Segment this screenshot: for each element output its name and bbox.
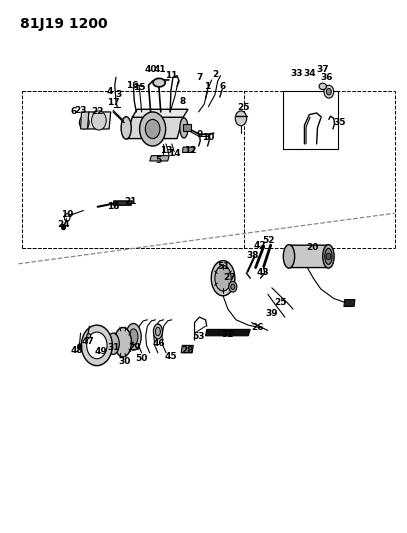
Ellipse shape	[129, 329, 138, 345]
Text: 52: 52	[263, 237, 275, 245]
Circle shape	[92, 111, 106, 130]
Ellipse shape	[153, 324, 162, 339]
Ellipse shape	[215, 265, 231, 291]
Polygon shape	[88, 112, 111, 129]
Text: 20: 20	[306, 244, 319, 252]
Circle shape	[78, 344, 82, 349]
Polygon shape	[150, 156, 169, 161]
Text: 25: 25	[274, 298, 286, 307]
Polygon shape	[289, 245, 329, 268]
Text: 43: 43	[256, 269, 269, 277]
Bar	[283, 91, 338, 149]
Text: 36: 36	[321, 73, 333, 82]
Ellipse shape	[107, 333, 119, 354]
Text: 48: 48	[71, 346, 84, 355]
Text: 32: 32	[222, 330, 234, 339]
Text: 12: 12	[184, 146, 197, 155]
Text: 41: 41	[153, 65, 166, 74]
Text: 1: 1	[204, 82, 210, 91]
Text: 30: 30	[118, 357, 130, 366]
Ellipse shape	[126, 324, 141, 350]
Text: 49: 49	[94, 348, 107, 356]
Text: 26: 26	[251, 324, 263, 332]
Ellipse shape	[87, 334, 91, 338]
Text: 13: 13	[160, 146, 172, 155]
Text: 11: 11	[165, 71, 177, 80]
Ellipse shape	[325, 248, 332, 264]
Text: 2: 2	[212, 70, 219, 79]
Ellipse shape	[155, 327, 160, 336]
Circle shape	[61, 224, 66, 230]
Polygon shape	[126, 117, 183, 139]
Bar	[183, 124, 191, 131]
Text: 7: 7	[196, 73, 203, 82]
Text: 53: 53	[193, 333, 205, 341]
Polygon shape	[181, 345, 193, 353]
Polygon shape	[344, 300, 355, 306]
Text: 47: 47	[81, 337, 94, 345]
Polygon shape	[206, 329, 250, 336]
Text: 42: 42	[253, 241, 266, 249]
Ellipse shape	[323, 245, 334, 268]
Text: 18: 18	[107, 203, 119, 211]
Text: 5: 5	[155, 157, 161, 165]
Ellipse shape	[153, 78, 165, 87]
Text: 21: 21	[124, 197, 136, 206]
Ellipse shape	[319, 83, 326, 90]
Text: 50: 50	[136, 354, 148, 362]
Circle shape	[231, 284, 235, 289]
Text: 14: 14	[168, 149, 181, 158]
Circle shape	[145, 119, 160, 139]
Text: 46: 46	[152, 340, 165, 348]
Text: 6: 6	[220, 82, 226, 91]
Text: 39: 39	[265, 309, 278, 318]
Text: 45: 45	[164, 352, 177, 360]
Text: 29: 29	[128, 343, 141, 352]
Circle shape	[79, 116, 89, 129]
Text: 81J19 1200: 81J19 1200	[20, 17, 108, 31]
Circle shape	[229, 281, 237, 292]
Ellipse shape	[121, 117, 131, 139]
Text: 8: 8	[179, 97, 186, 106]
Polygon shape	[182, 147, 195, 152]
Text: 3: 3	[115, 91, 121, 99]
Text: 38: 38	[246, 252, 258, 260]
Text: 35: 35	[334, 118, 346, 127]
Text: 23: 23	[74, 107, 87, 115]
Text: 28: 28	[181, 346, 193, 355]
Text: 34: 34	[303, 69, 316, 78]
Text: 10: 10	[202, 133, 214, 142]
Text: 22: 22	[92, 108, 104, 116]
Text: 9: 9	[196, 130, 203, 139]
Text: 25: 25	[237, 103, 249, 112]
Text: 37: 37	[316, 65, 329, 74]
Circle shape	[87, 332, 107, 359]
Text: 19: 19	[61, 210, 74, 219]
Text: 17: 17	[107, 98, 120, 107]
Ellipse shape	[211, 261, 235, 296]
Text: 6: 6	[71, 108, 77, 116]
Polygon shape	[132, 109, 188, 117]
Circle shape	[81, 325, 112, 366]
Circle shape	[326, 253, 331, 260]
Text: 40: 40	[144, 65, 157, 74]
Circle shape	[140, 112, 166, 146]
Ellipse shape	[180, 118, 188, 138]
Text: 27: 27	[223, 273, 236, 281]
Polygon shape	[113, 201, 132, 205]
Circle shape	[235, 111, 247, 126]
Text: 16: 16	[126, 81, 138, 90]
Polygon shape	[81, 112, 89, 129]
Text: 31: 31	[107, 343, 119, 352]
Text: 15: 15	[133, 83, 145, 92]
Ellipse shape	[114, 327, 131, 357]
Circle shape	[324, 85, 334, 98]
Text: 33: 33	[291, 69, 303, 78]
Ellipse shape	[283, 245, 295, 268]
Text: 24: 24	[57, 221, 70, 229]
Circle shape	[326, 88, 331, 95]
Text: 4: 4	[107, 87, 113, 96]
Text: 51: 51	[217, 262, 229, 271]
